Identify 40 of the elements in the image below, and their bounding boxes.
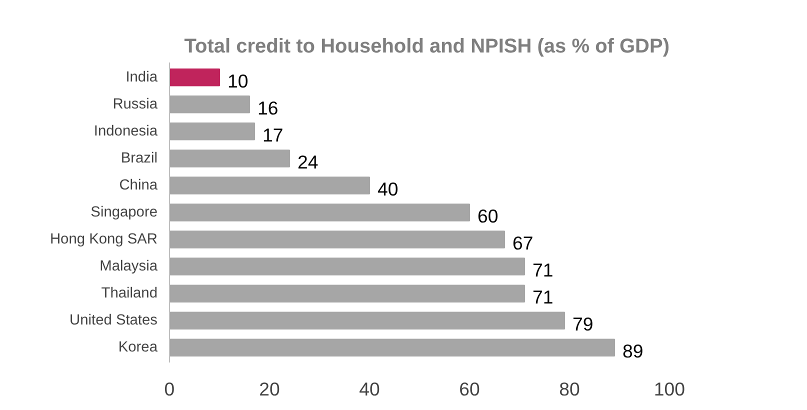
bar xyxy=(170,312,565,330)
y-tick-label: United States xyxy=(70,312,158,329)
y-tick-label: Russia xyxy=(112,96,158,112)
chart-title: Total credit to Household and NPISH (as % of GDP) xyxy=(184,36,670,58)
y-tick-label: Thailand xyxy=(101,286,158,302)
data-label: 60 xyxy=(478,206,498,226)
y-tick-label: Brazil xyxy=(120,150,158,166)
x-tick-label: 80 xyxy=(559,378,580,400)
data-label: 24 xyxy=(298,151,318,172)
y-tick-label: Indonesia xyxy=(94,123,158,140)
x-tick-label: 20 xyxy=(259,378,280,400)
data-label: 67 xyxy=(512,232,534,254)
x-tick-label: 40 xyxy=(359,378,380,400)
data-label: 71 xyxy=(532,286,554,308)
bar xyxy=(170,258,525,276)
y-tick-label: Korea xyxy=(118,340,158,356)
y-tick-label: Hong Kong SAR xyxy=(50,232,158,248)
bar xyxy=(170,122,255,140)
data-label: 17 xyxy=(262,124,284,146)
bar xyxy=(170,284,525,302)
data-label: 89 xyxy=(622,340,644,362)
y-tick-label: India xyxy=(126,69,158,86)
x-tick-label: 100 xyxy=(654,378,686,400)
bar xyxy=(170,230,505,248)
x-tick-label: 60 xyxy=(459,378,480,400)
data-label: 71 xyxy=(532,260,554,281)
bar xyxy=(170,68,220,86)
bar xyxy=(170,150,290,168)
bar xyxy=(170,204,470,222)
x-tick-label: 0 xyxy=(164,378,175,400)
data-label: 79 xyxy=(572,314,594,335)
data-label: 40 xyxy=(378,178,398,200)
bar xyxy=(170,338,615,357)
bar xyxy=(170,96,250,114)
data-label: 16 xyxy=(258,97,278,118)
y-tick-label: Singapore xyxy=(90,204,158,220)
y-tick-label: Malaysia xyxy=(100,258,158,275)
bar xyxy=(170,176,370,194)
data-label: 10 xyxy=(228,70,248,92)
y-tick-label: China xyxy=(119,177,158,194)
